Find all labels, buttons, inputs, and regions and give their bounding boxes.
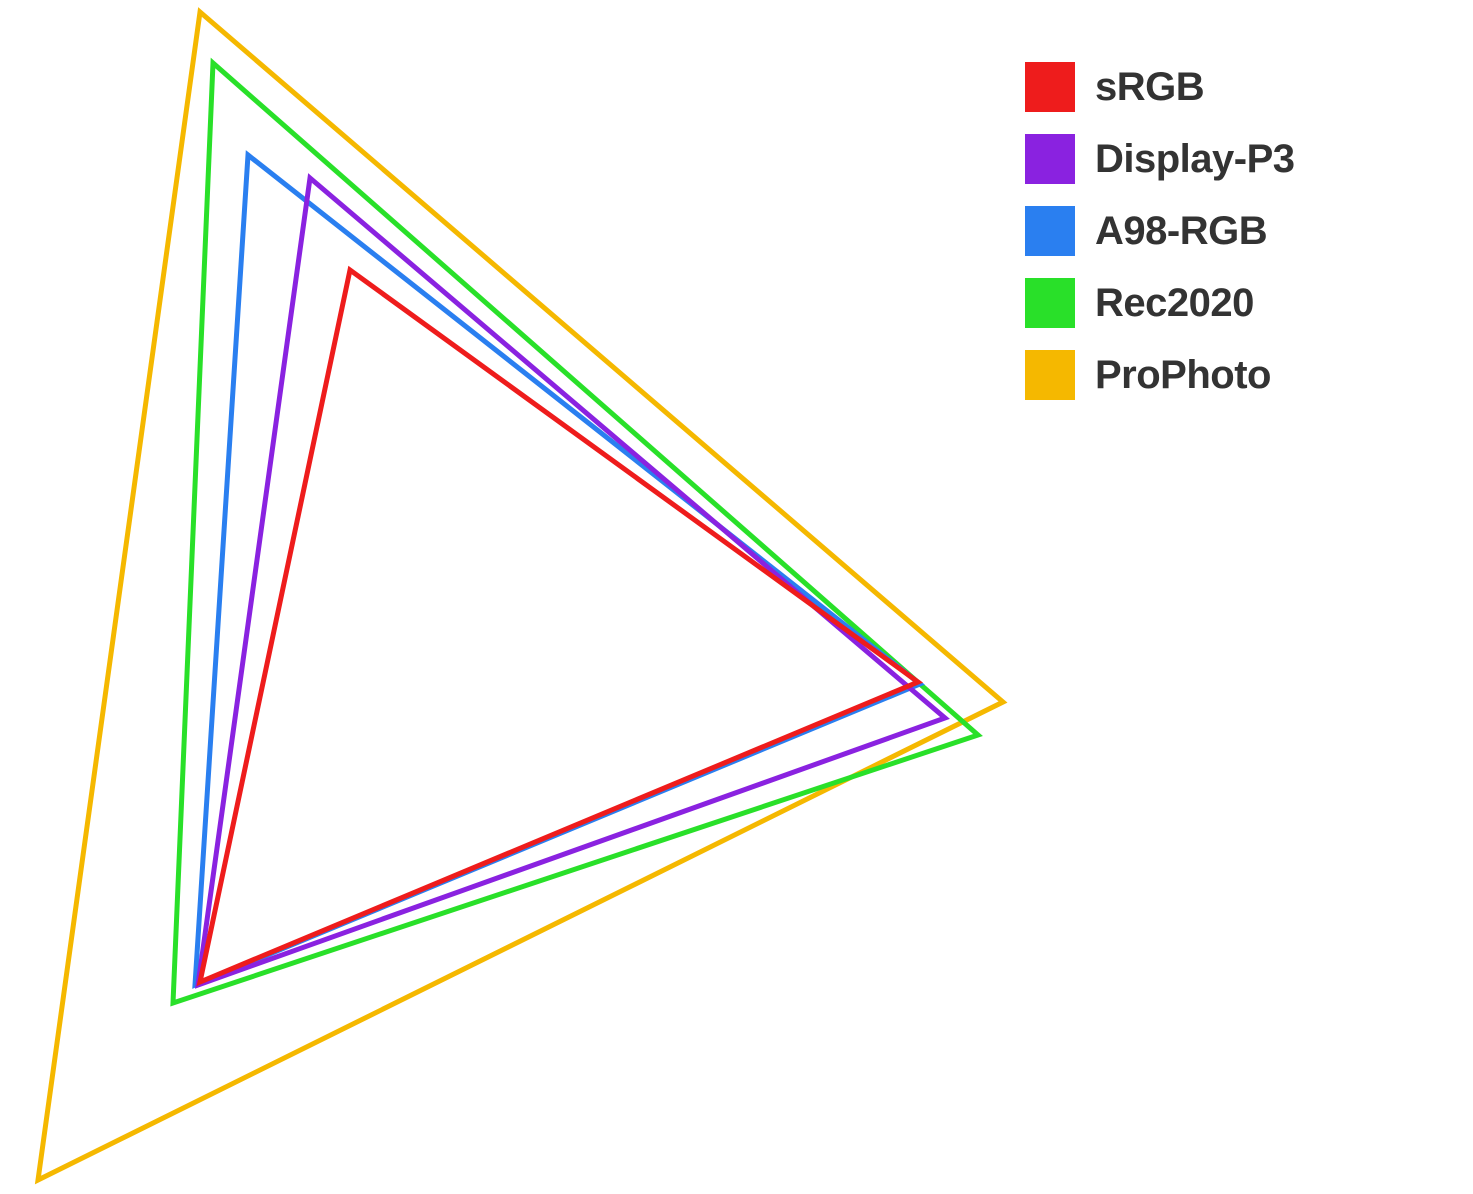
gamut-triangle-prophoto [38,12,1003,1180]
legend: sRGB Display-P3 A98-RGB Rec2020 ProPhoto [1025,62,1295,400]
legend-swatch-a98rgb [1025,206,1075,256]
gamut-triangle-displayp3 [198,178,945,985]
legend-swatch-prophoto [1025,350,1075,400]
legend-label-prophoto: ProPhoto [1095,353,1271,398]
gamut-triangle-a98rgb [195,155,920,985]
legend-swatch-displayp3 [1025,134,1075,184]
legend-row-a98rgb: A98-RGB [1025,206,1295,256]
diagram-stage: sRGB Display-P3 A98-RGB Rec2020 ProPhoto [0,0,1473,1194]
legend-row-rec2020: Rec2020 [1025,278,1295,328]
legend-swatch-rec2020 [1025,278,1075,328]
legend-row-displayp3: Display-P3 [1025,134,1295,184]
legend-row-srgb: sRGB [1025,62,1295,112]
legend-swatch-srgb [1025,62,1075,112]
legend-label-a98rgb: A98-RGB [1095,209,1267,254]
legend-label-srgb: sRGB [1095,65,1204,110]
legend-row-prophoto: ProPhoto [1025,350,1295,400]
legend-label-displayp3: Display-P3 [1095,137,1295,182]
legend-label-rec2020: Rec2020 [1095,281,1254,326]
